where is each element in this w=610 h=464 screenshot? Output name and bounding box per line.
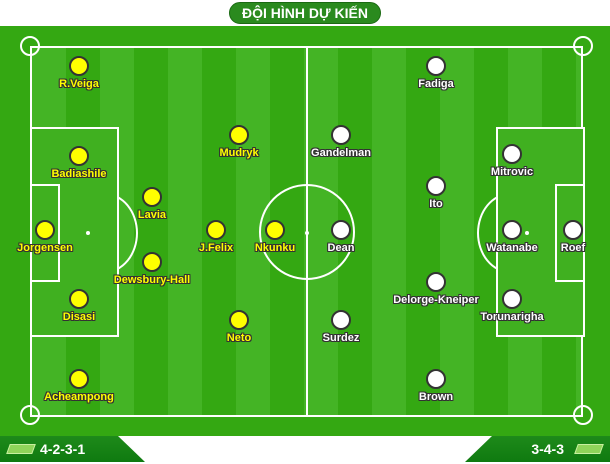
player-name: Torunarigha bbox=[480, 311, 544, 323]
player-marker bbox=[426, 272, 446, 292]
center-circle bbox=[259, 184, 355, 280]
player-name: Lavia bbox=[137, 209, 167, 221]
corner-arc bbox=[573, 36, 593, 56]
player-name: Surdez bbox=[322, 332, 360, 344]
player-marker bbox=[502, 144, 522, 164]
corner-arc bbox=[573, 405, 593, 425]
player-marker bbox=[426, 369, 446, 389]
player-marker bbox=[331, 310, 351, 330]
corner-arc bbox=[20, 36, 40, 56]
player-name: Disasi bbox=[62, 311, 96, 323]
center-spot bbox=[305, 231, 309, 235]
player-marker bbox=[142, 252, 162, 272]
corner-arc bbox=[20, 405, 40, 425]
player-name: Roef bbox=[560, 242, 586, 254]
pitch-icon bbox=[574, 444, 604, 454]
player-name: Jorgensen bbox=[17, 242, 73, 254]
player-marker bbox=[426, 56, 446, 76]
player-marker bbox=[69, 56, 89, 76]
player-name: Delorge-Kneiper bbox=[393, 294, 479, 306]
player-name: Fadiga bbox=[418, 78, 454, 90]
pitch: Jorgensen R.Veiga Badiashile Disasi Acheampo… bbox=[0, 26, 610, 436]
player-marker bbox=[69, 146, 89, 166]
player-name: Dean bbox=[327, 242, 355, 254]
player-name: Brown bbox=[418, 391, 454, 403]
player-marker bbox=[502, 289, 522, 309]
player-name: Badiashile bbox=[51, 168, 107, 180]
player-marker bbox=[69, 289, 89, 309]
player-marker bbox=[331, 220, 351, 240]
player-name: R.Veiga bbox=[59, 78, 99, 90]
player-marker bbox=[426, 176, 446, 196]
player-name: Acheampong bbox=[44, 391, 114, 403]
player-name: Gandelman bbox=[311, 147, 371, 159]
player-marker bbox=[142, 187, 162, 207]
away-formation: 3-4-3 bbox=[531, 441, 564, 457]
player-marker bbox=[265, 220, 285, 240]
away-formation-bar: 3-4-3 bbox=[465, 436, 610, 462]
player-name: Mitrovic bbox=[490, 166, 534, 178]
left-goal-box bbox=[30, 184, 60, 282]
player-marker bbox=[35, 220, 55, 240]
player-name: Watanabe bbox=[486, 242, 538, 254]
player-marker bbox=[502, 220, 522, 240]
player-name: Dewsbury-Hall bbox=[113, 274, 191, 286]
right-goal-box bbox=[555, 184, 585, 282]
player-marker bbox=[206, 220, 226, 240]
right-penalty-spot bbox=[525, 231, 529, 235]
player-name: Neto bbox=[226, 332, 252, 344]
field-lines bbox=[20, 36, 593, 425]
player-marker bbox=[563, 220, 583, 240]
home-formation: 4-2-3-1 bbox=[40, 441, 86, 457]
player-marker bbox=[331, 125, 351, 145]
home-formation-bar: 4-2-3-1 bbox=[0, 436, 145, 462]
player-name: Ito bbox=[429, 198, 443, 210]
player-marker bbox=[229, 125, 249, 145]
player-marker bbox=[229, 310, 249, 330]
player-name: Mudryk bbox=[219, 147, 259, 159]
pitch-icon bbox=[6, 444, 36, 454]
player-marker bbox=[69, 369, 89, 389]
left-penalty-spot bbox=[86, 231, 90, 235]
player-name: Nkunku bbox=[254, 242, 296, 254]
player-name: J.Felix bbox=[198, 242, 234, 254]
lineup-title: ĐỘI HÌNH DỰ KIẾN bbox=[229, 2, 381, 24]
